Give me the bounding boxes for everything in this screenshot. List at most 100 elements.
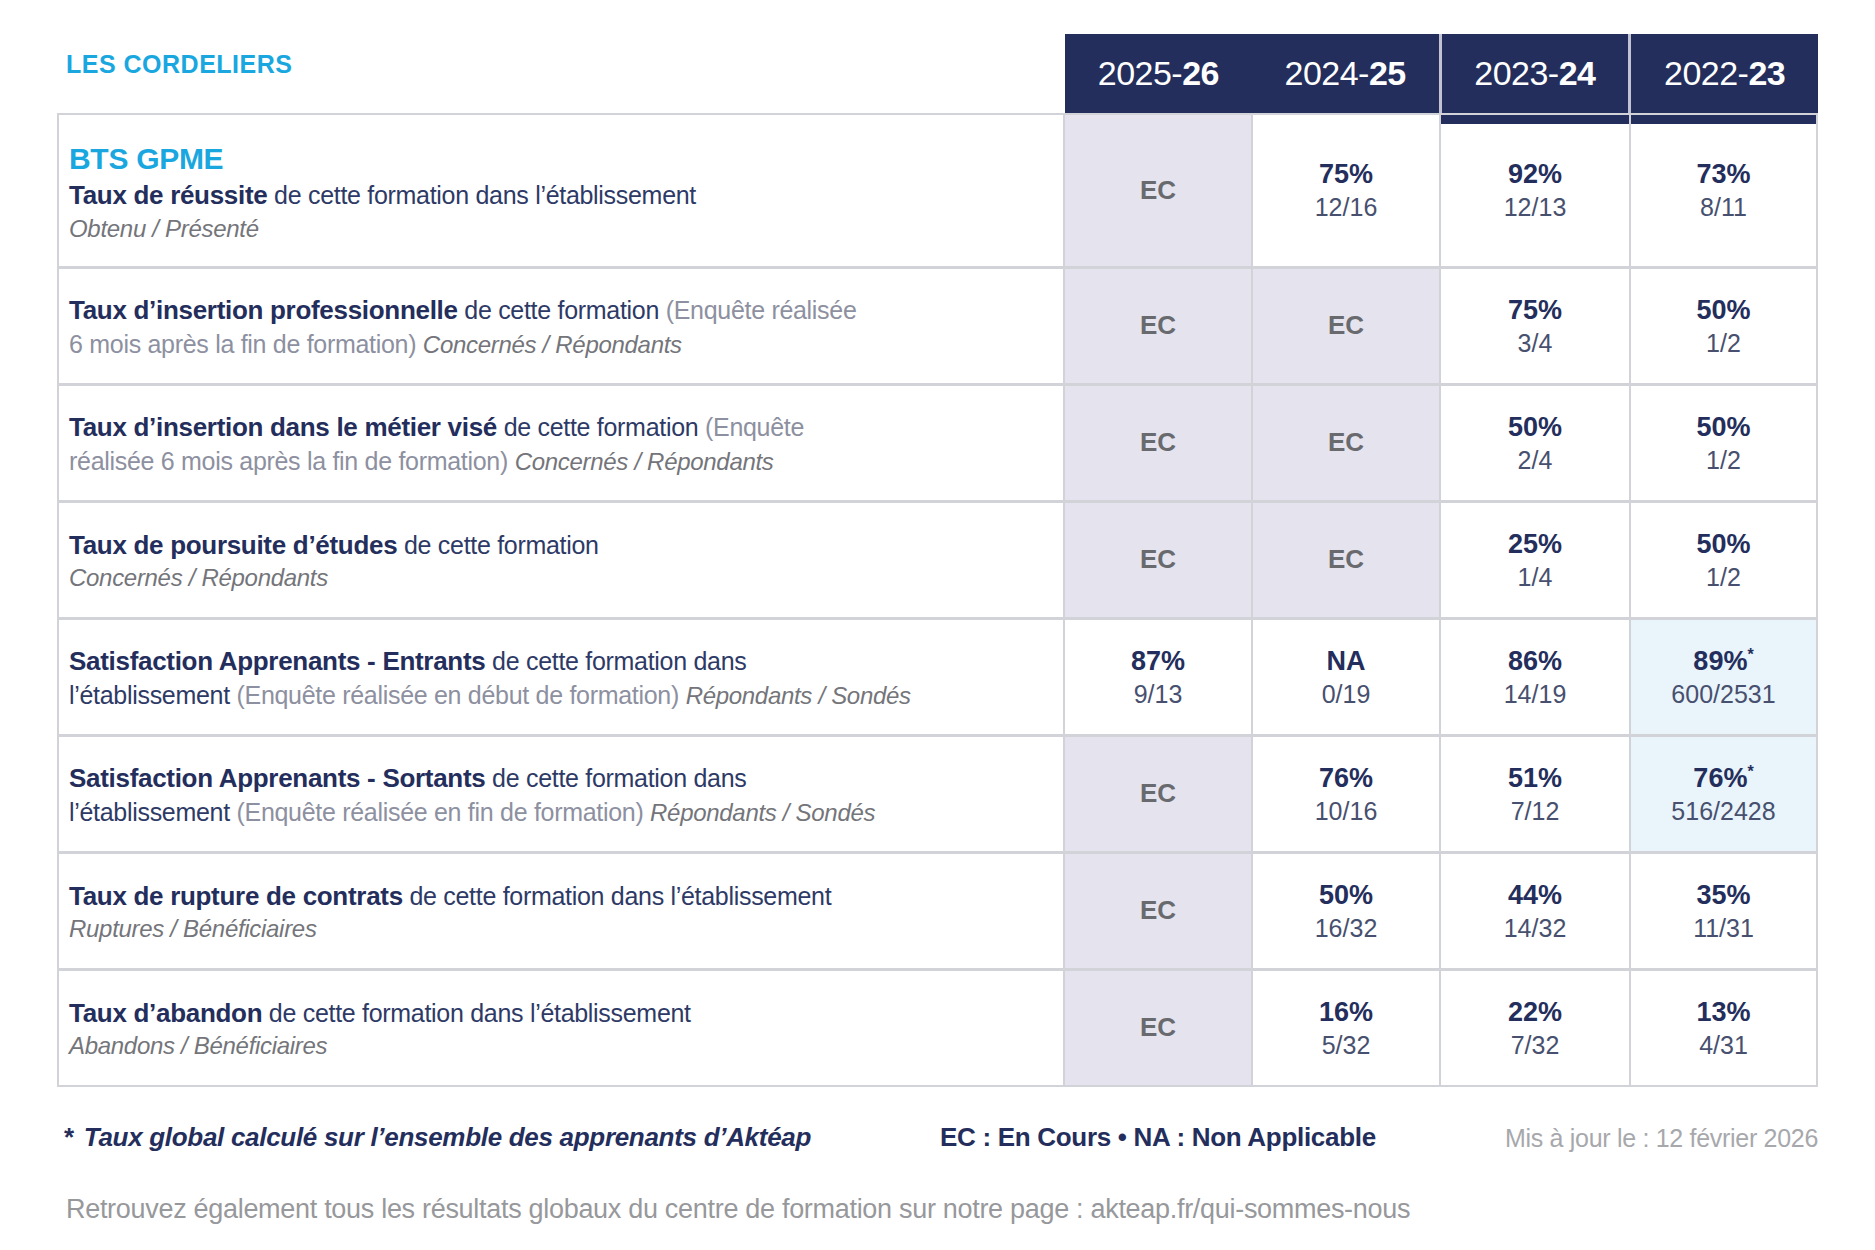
year-column-2025-26: 2025-26 [1065, 34, 1252, 113]
results-page: LES CORDELIERS 2025-26 2024-25 2023-24 2… [0, 0, 1875, 1250]
percent-value: EC [1140, 779, 1176, 809]
percent-value: EC [1140, 176, 1176, 206]
row-label: Taux de rupture de contrats de cette for… [59, 854, 1063, 968]
percent-value: EC [1140, 545, 1176, 575]
fraction-value: 10/16 [1315, 797, 1378, 826]
value-cell: 51% 7/12 [1441, 737, 1629, 851]
percent-value: 25% [1508, 529, 1562, 560]
label-line: BTS GPME [69, 139, 1051, 179]
fraction-value: 1/2 [1706, 446, 1741, 475]
label-line: Concernés / Répondants [69, 562, 1051, 594]
label-segment: l’établissement [69, 681, 237, 709]
year-suffix: 26 [1182, 54, 1219, 93]
percent-value: EC [1140, 1013, 1176, 1043]
percent-value: 86% [1508, 646, 1562, 677]
label-line: Taux d’insertion professionnelle de cett… [69, 293, 1051, 327]
label-segment: BTS GPME [69, 142, 223, 175]
label-segment: Répondants / Sondés [686, 682, 911, 709]
label-segment: Obtenu / Présenté [69, 215, 259, 242]
label-segment: Concernés / Répondants [515, 448, 774, 475]
footnote-text: Taux global calculé sur l’ensemble des a… [84, 1122, 811, 1152]
percent-value: EC [1328, 311, 1364, 341]
fraction-value: 600/2531 [1671, 680, 1775, 709]
value-cell: 92%12/13 [1441, 115, 1629, 266]
percent-value: 16% [1319, 997, 1373, 1028]
label-segment: Concernés / Répondants [423, 331, 682, 358]
label-line: l’établissement (Enquête réalisée en déb… [69, 679, 1051, 712]
value-cell: EC [1253, 503, 1439, 617]
label-segment: de cette formation dans [485, 764, 746, 792]
percent-value: EC [1328, 545, 1364, 575]
value-cell: 22%7/32 [1441, 971, 1629, 1085]
fraction-value: 1/4 [1518, 563, 1553, 592]
percent-value: EC [1140, 896, 1176, 926]
label-segment: de cette formation [397, 531, 598, 559]
fraction-value: 9/13 [1134, 680, 1183, 709]
row-label: Taux de poursuite d’études de cette form… [59, 503, 1063, 617]
percent-value: 73% [1696, 159, 1750, 190]
fraction-value: 12/13 [1504, 193, 1567, 222]
fraction-value: 2/4 [1518, 446, 1553, 475]
year-prefix: 2022- [1664, 54, 1748, 93]
label-line: Ruptures / Bénéficiaires [69, 913, 1051, 945]
asterisk: * [1747, 646, 1753, 663]
fraction-value: 7/12 [1511, 797, 1560, 826]
value-cell: 75%3/4 [1441, 269, 1629, 383]
row-label: Taux d’insertion dans le métier visé de … [59, 386, 1063, 500]
label-line: Abandons / Bénéficiaires [69, 1030, 1051, 1062]
label-segment: de cette formation dans l’établissement [262, 999, 691, 1027]
asterisk: * [1747, 763, 1753, 780]
label-line: Satisfaction Apprenants - Sortants de ce… [69, 761, 1051, 795]
label-segment: Abandons / Bénéficiaires [69, 1032, 327, 1059]
label-segment: Taux d’insertion professionnelle [69, 295, 458, 325]
row-label: Taux d’insertion professionnelle de cett… [59, 269, 1063, 383]
fraction-value: 1/2 [1706, 329, 1741, 358]
label-segment: (Enquête [705, 413, 804, 441]
label-segment: Répondants / Sondés [650, 799, 875, 826]
label-segment: Taux de réussite [69, 180, 267, 210]
percent-value: 50% [1696, 529, 1750, 560]
value-cell: 16%5/32 [1253, 971, 1439, 1085]
year-column-2022-23: 2022-23 [1628, 34, 1818, 113]
label-line: Taux d’abandon de cette formation dans l… [69, 996, 1051, 1030]
label-line: 6 mois après la fin de formation) Concer… [69, 328, 1051, 361]
fraction-value: 8/11 [1700, 193, 1747, 222]
asterisk: * [64, 1122, 74, 1152]
percent-value: 76%* [1693, 763, 1753, 794]
fraction-value: 516/2428 [1671, 797, 1775, 826]
value-cell: 75%12/16 [1253, 115, 1439, 266]
label-segment: de cette formation dans [485, 647, 746, 675]
value-cell: 87%9/13 [1065, 620, 1251, 734]
label-segment: Taux d’insertion dans le métier visé [69, 412, 497, 442]
year-header: 2025-26 2024-25 2023-24 2022-23 [1065, 34, 1818, 113]
page-title: LES CORDELIERS [66, 50, 292, 79]
value-cell: EC [1065, 386, 1251, 500]
percent-value: 51% [1508, 763, 1562, 794]
percent-value: 50% [1696, 412, 1750, 443]
label-segment: de cette formation dans l’établissement [403, 882, 832, 910]
value-cell: 89%*600/2531 [1631, 620, 1816, 734]
fraction-value: 0/19 [1322, 680, 1371, 709]
row-label: Taux d’abandon de cette formation dans l… [59, 971, 1063, 1085]
label-segment: réalisée 6 mois après la fin de formatio… [69, 447, 515, 475]
footnote-global-rate: * Taux global calculé sur l’ensemble des … [64, 1122, 811, 1153]
fraction-value: 12/16 [1315, 193, 1378, 222]
year-prefix: 2023- [1474, 54, 1558, 93]
value-cell: 44%14/32 [1441, 854, 1629, 968]
year-column-2023-24: 2023-24 [1439, 34, 1629, 113]
value-cell: EC [1253, 269, 1439, 383]
percent-value: NA [1327, 646, 1366, 677]
label-segment: Taux de poursuite d’études [69, 530, 397, 560]
label-line: l’établissement (Enquête réalisée en fin… [69, 796, 1051, 829]
value-cell: 76%* 516/2428 [1631, 737, 1816, 851]
label-line: Taux de poursuite d’études de cette form… [69, 528, 1051, 562]
percent-value: EC [1140, 311, 1176, 341]
row-label: Satisfaction Apprenants - Entrants de ce… [59, 620, 1063, 734]
fraction-value: 11/31 [1693, 914, 1754, 943]
label-line: Taux de rupture de contrats de cette for… [69, 879, 1051, 913]
value-cell: 50%1/2 [1631, 386, 1816, 500]
value-cell: EC [1065, 971, 1251, 1085]
label-segment: Taux de rupture de contrats [69, 881, 403, 911]
label-segment: Satisfaction Apprenants - Sortants [69, 763, 485, 793]
value-cell: 35%11/31 [1631, 854, 1816, 968]
